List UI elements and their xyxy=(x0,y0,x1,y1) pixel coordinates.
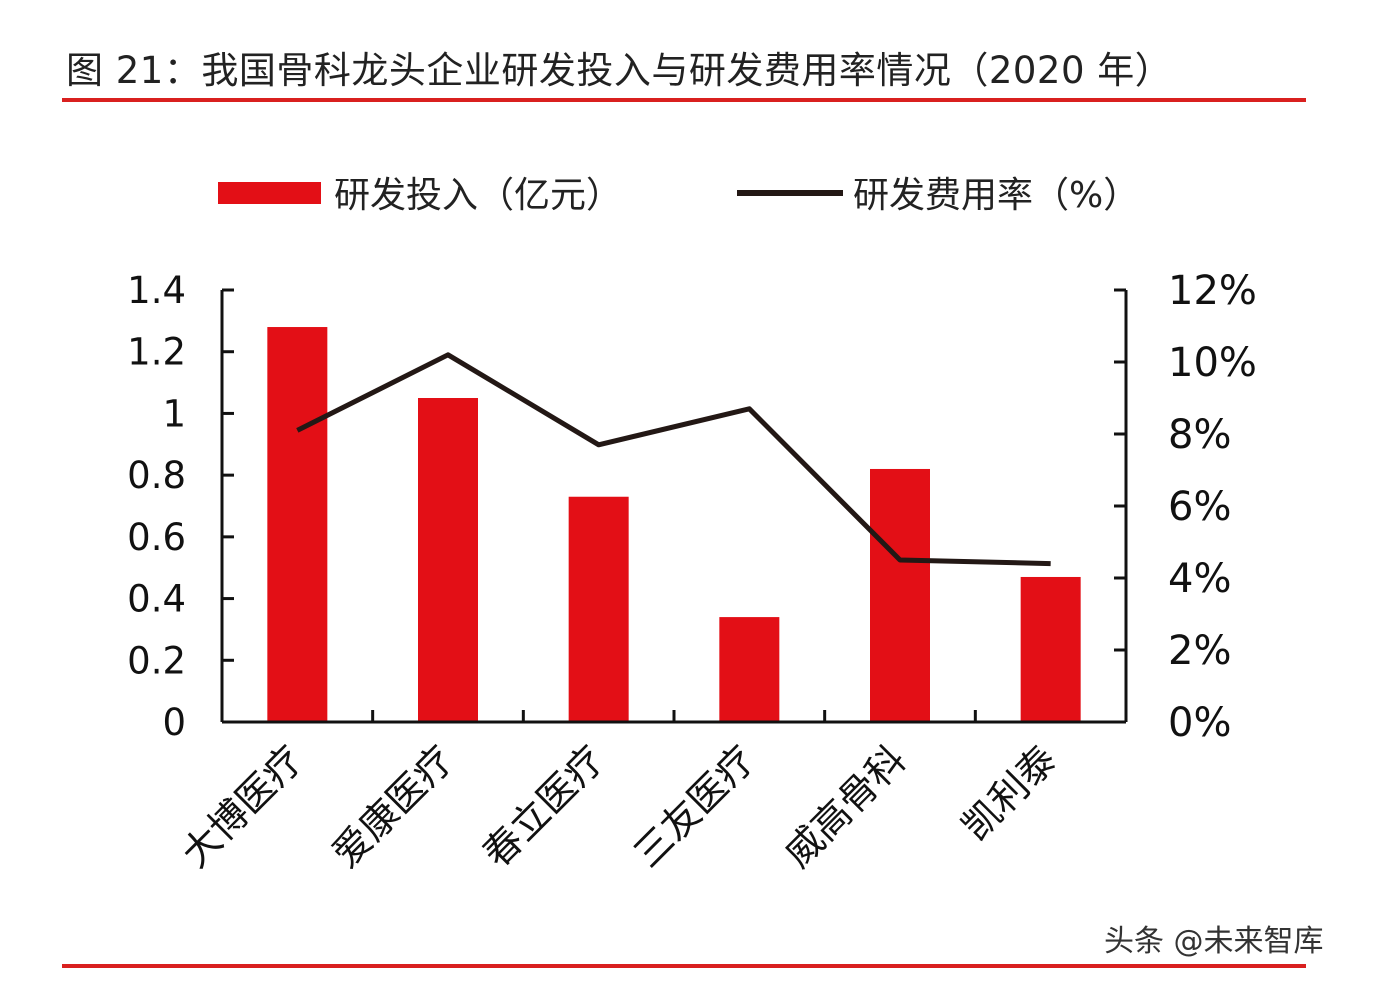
legend-bar-swatch xyxy=(218,182,321,204)
bar-3 xyxy=(719,617,780,722)
bottom-divider xyxy=(62,964,1306,968)
category-label: 爱康医疗 xyxy=(324,737,463,876)
watermark: 头条 @未来智库 xyxy=(1104,924,1324,959)
chart-title: 图 21：我国骨科龙头企业研发投入与研发费用率情况（2020 年） xyxy=(66,49,1173,92)
category-label: 春立医疗 xyxy=(474,737,613,876)
left-tick-label: 0.4 xyxy=(127,578,186,621)
category-label: 威高骨科 xyxy=(776,737,915,876)
bar-4 xyxy=(870,468,930,722)
right-tick-label: 0% xyxy=(1168,700,1231,746)
left-tick-label: 1.2 xyxy=(127,331,186,374)
right-tick-label: 6% xyxy=(1168,484,1231,530)
left-tick-label: 1 xyxy=(162,392,186,435)
bar-5 xyxy=(1020,576,1081,722)
bar-2 xyxy=(568,496,629,722)
legend-line-label: 研发费用率（%） xyxy=(853,175,1139,216)
right-tick-label: 4% xyxy=(1168,556,1231,602)
category-label: 三友医疗 xyxy=(625,737,764,876)
left-tick-label: 0.8 xyxy=(127,454,186,497)
bar-0 xyxy=(267,327,328,722)
rate-line xyxy=(296,352,1051,567)
left-tick-label: 0.6 xyxy=(127,516,186,559)
right-tick-label: 10% xyxy=(1168,340,1257,386)
category-label: 大博医疗 xyxy=(173,737,312,876)
bar-1 xyxy=(418,398,478,722)
left-tick-label: 0.2 xyxy=(127,639,186,682)
category-label: 凯利泰 xyxy=(953,737,1065,849)
right-tick-label: 2% xyxy=(1168,628,1231,674)
top-divider xyxy=(62,98,1306,102)
right-tick-label: 12% xyxy=(1168,268,1257,314)
left-tick-label: 1.4 xyxy=(127,269,186,312)
legend-bar-label: 研发投入（亿元） xyxy=(334,175,622,216)
left-tick-label: 0 xyxy=(162,701,186,744)
right-tick-label: 8% xyxy=(1168,412,1231,458)
